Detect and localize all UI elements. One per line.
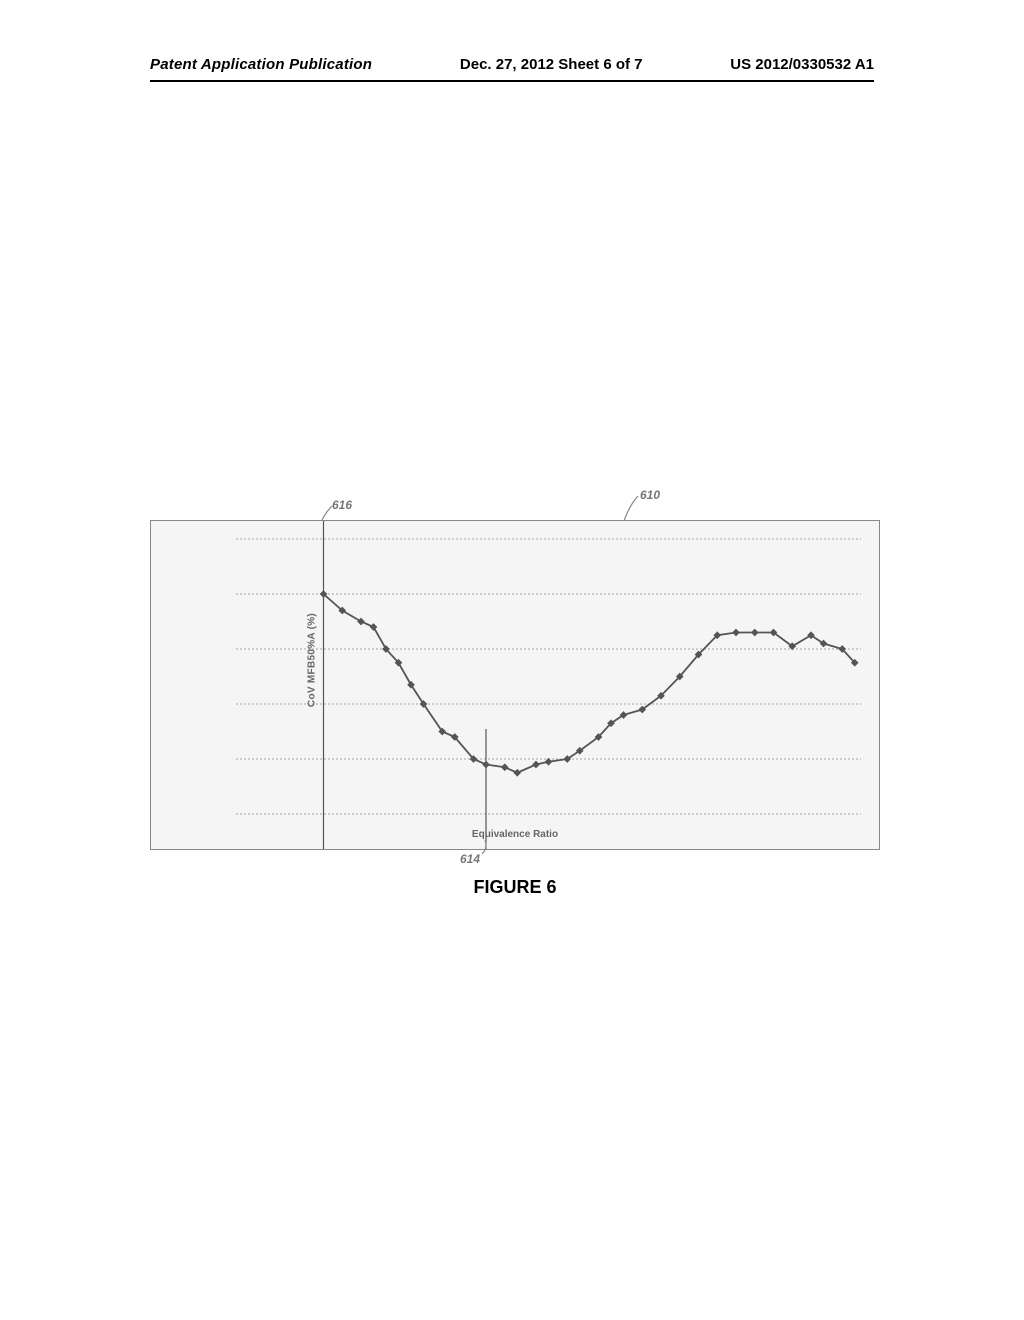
patent-page: Patent Application Publication Dec. 27, … (0, 0, 1024, 1320)
callout-614-leader (480, 838, 498, 858)
plot-area (236, 539, 861, 814)
chart-frame (150, 520, 880, 850)
header-publication: Patent Application Publication (150, 56, 372, 73)
header-patent-number: US 2012/0330532 A1 (730, 56, 874, 73)
header-rule (150, 80, 874, 82)
figure-6: 610 616 612 CoV MFB50%A (%) Equivalence … (150, 520, 880, 880)
page-header: Patent Application Publication Dec. 27, … (0, 56, 1024, 73)
plot-svg (236, 539, 861, 814)
header-date-sheet: Dec. 27, 2012 Sheet 6 of 7 (460, 56, 643, 73)
y-axis-label: CoV MFB50%A (%) (307, 613, 318, 707)
figure-caption: FIGURE 6 (473, 877, 556, 898)
callout-614: 614 (460, 852, 480, 866)
